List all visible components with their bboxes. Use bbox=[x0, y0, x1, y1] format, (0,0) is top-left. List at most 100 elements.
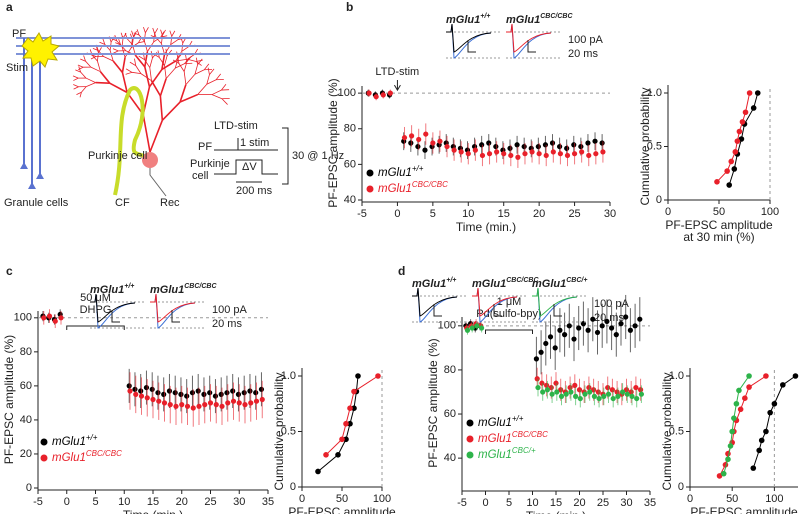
dendrite bbox=[197, 58, 203, 65]
scale-label: 20 ms bbox=[568, 48, 598, 60]
data-point bbox=[573, 393, 579, 399]
dendrite bbox=[80, 71, 87, 79]
data-point bbox=[742, 395, 748, 402]
data-point bbox=[623, 387, 630, 393]
annotation: LTD-stim bbox=[375, 66, 419, 78]
data-point bbox=[553, 380, 559, 386]
data-point bbox=[567, 384, 573, 391]
dendrite bbox=[99, 71, 111, 84]
legend-name: mGlu1 bbox=[478, 433, 512, 445]
data-point bbox=[780, 382, 786, 388]
x-axis-label: Time (min.) bbox=[123, 508, 183, 514]
data-point bbox=[230, 388, 236, 394]
x-tick-label: 10 bbox=[526, 497, 538, 509]
dendrite bbox=[78, 66, 84, 71]
data-point bbox=[596, 395, 602, 402]
data-point bbox=[572, 382, 578, 388]
inset-superscript: +/+ bbox=[480, 13, 490, 20]
data-point bbox=[52, 318, 58, 324]
annotation: Pd(sulfo-bpy) bbox=[476, 308, 541, 320]
data-point bbox=[540, 389, 546, 395]
dendrite bbox=[138, 41, 145, 44]
inset-name: mGlu1 bbox=[446, 14, 480, 26]
x-tick-label: 25 bbox=[204, 496, 216, 508]
inset-name: mGlu1 bbox=[90, 284, 124, 296]
data-point bbox=[771, 400, 778, 407]
data-point bbox=[633, 384, 639, 391]
data-point bbox=[514, 142, 520, 148]
granule-label: Granule cells bbox=[4, 197, 69, 209]
x-tick-label: 50 bbox=[726, 493, 738, 505]
dendrite bbox=[211, 94, 223, 100]
data-point bbox=[133, 391, 139, 397]
dendrite bbox=[144, 66, 151, 87]
dendrite bbox=[92, 47, 99, 51]
data-point bbox=[629, 393, 635, 399]
data-point bbox=[576, 325, 582, 331]
legend-marker bbox=[466, 451, 474, 459]
x-axis-label: PF-EPSC amplitude bbox=[690, 505, 798, 514]
data-point bbox=[138, 388, 144, 394]
legend-marker bbox=[40, 454, 48, 462]
inset-label: mGlu1+/+ bbox=[446, 13, 490, 26]
data-point bbox=[587, 389, 593, 395]
y-tick-label: 40 bbox=[20, 414, 32, 426]
dendrite bbox=[164, 65, 167, 79]
data-point bbox=[534, 376, 540, 382]
data-point bbox=[746, 373, 752, 379]
x-tick-label: 30 bbox=[604, 208, 616, 220]
inset-label: mGlu1+/+ bbox=[90, 283, 134, 296]
arrow-head bbox=[394, 84, 401, 92]
dendrite bbox=[133, 32, 140, 36]
inset-superscript: CBC/CBC bbox=[540, 13, 573, 20]
dendrite bbox=[103, 56, 114, 62]
data-point bbox=[343, 420, 349, 427]
dendrite bbox=[162, 29, 166, 36]
scale-bar bbox=[111, 310, 120, 323]
x-tick-label: 20 bbox=[533, 208, 545, 220]
annotation-bar bbox=[66, 325, 125, 330]
data-point bbox=[568, 389, 574, 395]
data-point bbox=[632, 323, 638, 329]
trace bbox=[90, 293, 136, 323]
data-point bbox=[729, 428, 735, 435]
data-point bbox=[609, 325, 615, 331]
data-point bbox=[536, 151, 542, 157]
data-point bbox=[733, 400, 740, 407]
data-point bbox=[562, 332, 568, 338]
y-tick-label: 0.5 bbox=[281, 425, 296, 437]
dendrite bbox=[145, 27, 149, 33]
data-point bbox=[563, 391, 569, 397]
data-point bbox=[739, 119, 746, 125]
scale-label: 100 pA bbox=[568, 34, 604, 46]
x-tick-label: 0 bbox=[299, 493, 305, 505]
x-axis-label: Time (min.) bbox=[456, 220, 516, 234]
dendrite bbox=[126, 92, 144, 116]
data-point bbox=[58, 315, 64, 321]
dendrite bbox=[181, 46, 190, 52]
dendrite bbox=[221, 98, 228, 105]
legend-superscript: +/+ bbox=[86, 433, 98, 442]
dendrite bbox=[149, 67, 152, 81]
data-point bbox=[754, 90, 761, 96]
data-point bbox=[734, 138, 741, 144]
legend-label: mGlu1CBC/CBC bbox=[52, 449, 122, 464]
data-point bbox=[380, 92, 386, 98]
data-point bbox=[613, 332, 619, 338]
dendrite bbox=[161, 60, 176, 71]
dendrite bbox=[129, 61, 136, 66]
data-point bbox=[212, 393, 219, 399]
dendrite bbox=[164, 55, 168, 66]
dendrite bbox=[172, 59, 180, 64]
data-point bbox=[508, 152, 514, 159]
data-point bbox=[549, 391, 555, 397]
purkinje-soma bbox=[142, 152, 158, 168]
cf-label: CF bbox=[115, 197, 130, 209]
dendrite bbox=[142, 114, 151, 153]
x-tick-label: 30 bbox=[233, 496, 245, 508]
dendrite bbox=[81, 86, 87, 93]
dendrite bbox=[112, 60, 124, 74]
legend-name: mGlu1 bbox=[478, 417, 512, 429]
data-point bbox=[150, 396, 156, 403]
data-point bbox=[604, 318, 610, 325]
